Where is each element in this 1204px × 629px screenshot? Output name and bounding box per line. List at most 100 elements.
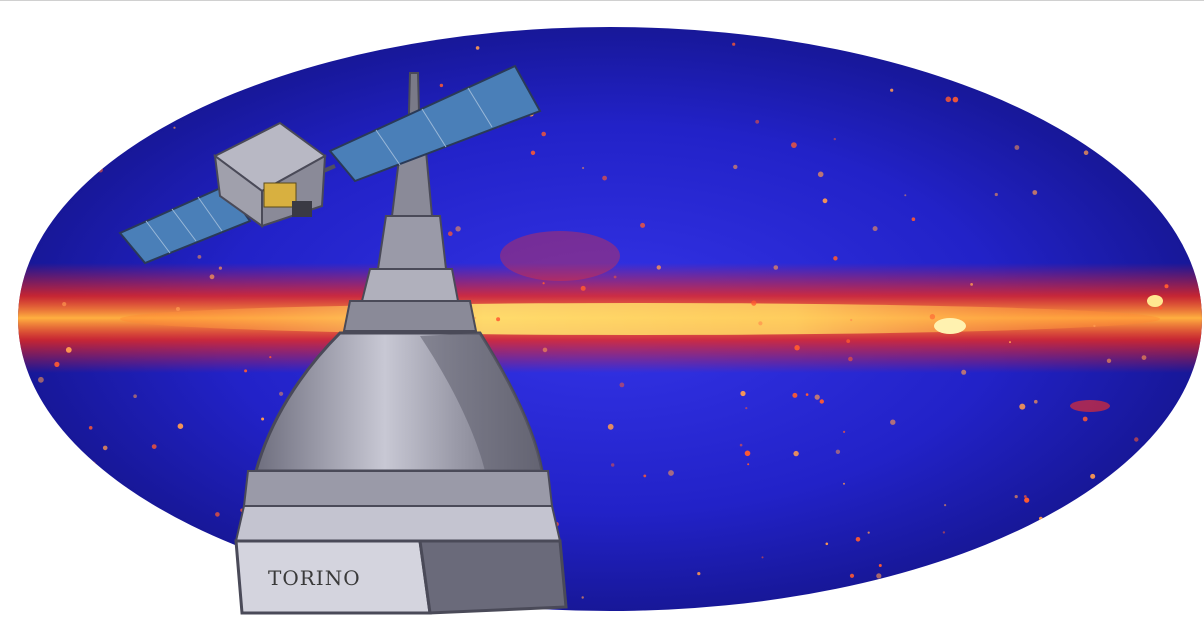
point-source: [448, 231, 453, 236]
point-source: [1082, 416, 1088, 422]
point-source: [279, 391, 284, 396]
point-source: [697, 572, 701, 576]
point-source: [1090, 473, 1096, 479]
point-source: [38, 376, 44, 383]
point-source: [530, 150, 536, 155]
point-source: [1017, 594, 1024, 600]
point-source: [1012, 541, 1017, 547]
monument-base-label: TORINO: [268, 566, 361, 590]
point-source: [855, 537, 861, 542]
point-source: [745, 407, 748, 410]
point-source: [792, 392, 798, 398]
point-source: [475, 46, 480, 50]
point-source: [130, 71, 135, 76]
point-source: [819, 399, 824, 404]
point-source: [835, 449, 841, 454]
point-source: [911, 217, 916, 221]
point-source: [942, 531, 946, 534]
mole-antonelliana-tower: TORINO: [234, 72, 568, 615]
satellite-icon: [118, 64, 542, 265]
point-source: [541, 131, 546, 137]
point-source: [758, 321, 763, 326]
point-source: [929, 314, 936, 320]
point-source: [177, 423, 184, 430]
point-source: [1141, 355, 1147, 360]
point-source: [542, 282, 545, 285]
point-source: [822, 198, 828, 204]
point-source: [215, 512, 220, 517]
point-source: [733, 164, 738, 170]
point-source: [973, 550, 980, 557]
point-source: [1159, 306, 1163, 310]
point-source: [668, 470, 674, 476]
point-source: [439, 83, 444, 88]
point-source: [1024, 497, 1030, 503]
point-source: [582, 166, 585, 170]
point-source: [1023, 495, 1027, 498]
point-source: [961, 369, 967, 375]
point-source: [88, 426, 93, 430]
point-source: [92, 461, 96, 465]
point-source: [952, 96, 959, 103]
point-source: [269, 356, 272, 359]
point-source: [867, 531, 870, 534]
point-source: [1034, 399, 1038, 404]
point-source: [1009, 341, 1011, 344]
point-source: [1109, 72, 1113, 76]
point-source: [814, 394, 820, 400]
point-source: [602, 175, 607, 181]
point-source: [843, 430, 846, 433]
point-source: [994, 192, 998, 197]
point-source: [611, 463, 615, 467]
point-source: [1093, 324, 1096, 328]
point-source: [878, 564, 882, 567]
point-source: [61, 510, 64, 513]
point-source: [224, 83, 228, 87]
point-source: [1119, 574, 1122, 577]
point-source: [872, 226, 878, 232]
point-source: [761, 556, 764, 559]
point-source: [1019, 403, 1026, 410]
point-source: [619, 382, 625, 388]
point-source: [542, 347, 548, 353]
point-source: [218, 266, 222, 270]
point-source: [209, 274, 215, 280]
point-source: [54, 361, 60, 367]
point-source: [656, 265, 661, 270]
point-source: [839, 587, 845, 593]
point-source: [805, 393, 809, 396]
point-source: [846, 339, 851, 343]
point-source: [794, 345, 800, 351]
point-source: [1089, 491, 1093, 495]
point-source: [945, 96, 952, 103]
point-source: [773, 265, 779, 270]
point-source: [62, 302, 67, 307]
point-source: [1134, 487, 1140, 492]
point-source: [1087, 533, 1093, 540]
point-source: [41, 595, 45, 599]
point-source: [1039, 516, 1043, 521]
point-source: [1014, 145, 1020, 150]
point-source: [890, 88, 894, 92]
point-source: [173, 126, 176, 129]
point-source: [1144, 124, 1149, 129]
point-source: [751, 300, 757, 306]
point-source: [1014, 495, 1018, 499]
point-source: [739, 443, 743, 447]
point-source: [833, 137, 836, 141]
point-source: [1108, 525, 1115, 531]
point-source: [912, 574, 915, 577]
point-source: [994, 87, 999, 91]
point-source: [643, 474, 647, 478]
point-source: [1056, 105, 1061, 110]
point-source: [1106, 358, 1112, 363]
all-sky-gamma-map: [18, 27, 1202, 611]
point-source: [244, 369, 248, 373]
point-source: [732, 42, 736, 46]
point-source: [876, 573, 882, 579]
point-source: [1083, 150, 1089, 155]
point-source: [1087, 40, 1091, 43]
point-source: [904, 194, 907, 197]
point-source: [71, 115, 74, 119]
